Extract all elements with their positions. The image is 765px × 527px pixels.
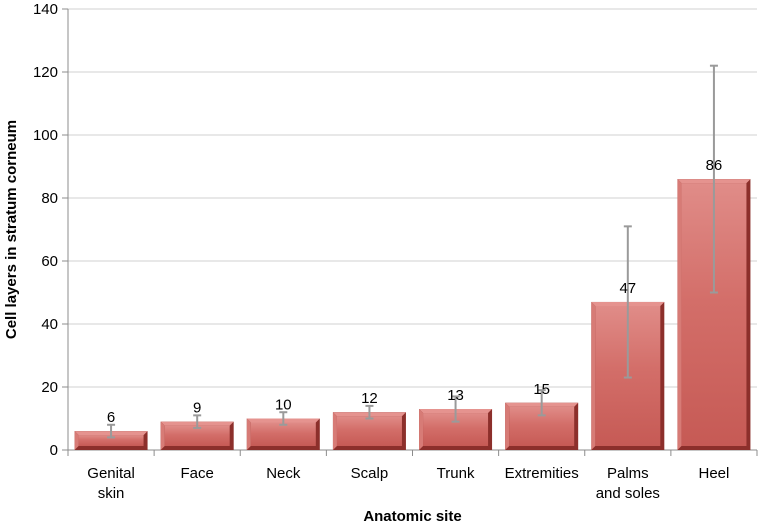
gridlines xyxy=(62,8,757,451)
error-bar xyxy=(709,64,718,294)
data-label: 86 xyxy=(706,157,723,174)
bar-face xyxy=(336,416,402,446)
x-tick-label: Palms and soles xyxy=(596,465,660,502)
error-bar xyxy=(365,404,374,420)
y-tick-label: 0 xyxy=(50,442,58,459)
x-tick-label: Trunk xyxy=(437,465,475,482)
data-label: 12 xyxy=(361,390,378,407)
y-tick-label: 100 xyxy=(33,127,58,144)
data-label: 9 xyxy=(193,400,201,417)
bar-face xyxy=(78,435,144,446)
bar-bevel-left xyxy=(160,421,165,450)
bar-face xyxy=(250,422,316,446)
bar xyxy=(332,412,406,450)
bar-bevel-left xyxy=(419,409,424,450)
bar-bevel-left xyxy=(74,431,79,450)
y-axis-title: Cell layers in stratum corneum xyxy=(3,120,20,339)
y-tick-label: 20 xyxy=(41,379,58,396)
error-bars xyxy=(107,64,718,439)
data-label: 47 xyxy=(619,280,636,297)
bar-bevel-left xyxy=(677,179,682,450)
bar-bevel-left xyxy=(332,412,337,450)
bar-bevel-left xyxy=(591,301,596,450)
data-label: 15 xyxy=(533,381,550,398)
y-tick-label: 80 xyxy=(41,190,58,207)
error-bar xyxy=(193,414,202,429)
x-tick-label: Face xyxy=(181,465,214,482)
bar-bevel-left xyxy=(246,418,251,450)
bar-face xyxy=(164,425,230,446)
y-tick-label: 40 xyxy=(41,316,58,333)
bars xyxy=(74,179,751,450)
error-bar xyxy=(537,389,546,417)
data-label: 13 xyxy=(447,387,464,404)
x-tick-label: Heel xyxy=(699,465,730,482)
data-labels: 6 9 10 12 13 15 47 86 xyxy=(107,157,722,426)
tick-labels: 0 20 40 60 80 100 120 140 Genital skin Face Neck Sca… xyxy=(33,1,729,502)
x-tick-label: Neck xyxy=(266,465,301,482)
error-bar xyxy=(279,411,288,426)
error-bar xyxy=(451,395,460,423)
data-label: 10 xyxy=(275,397,292,414)
y-tick-label: 120 xyxy=(33,64,58,81)
bar xyxy=(246,418,320,450)
data-label: 6 xyxy=(107,409,115,426)
x-axis-title: Anatomic site xyxy=(363,508,461,525)
x-tick-label: Genital skin xyxy=(87,465,135,502)
bar-bevel-left xyxy=(505,402,510,450)
error-bar xyxy=(623,225,632,379)
x-tick-label: Scalp xyxy=(351,465,389,482)
y-tick-label: 60 xyxy=(41,253,58,270)
y-tick-label: 140 xyxy=(33,1,58,18)
x-tick-label: Extremities xyxy=(505,465,579,482)
bar xyxy=(419,409,493,450)
error-bar xyxy=(107,423,116,439)
bar xyxy=(74,431,148,450)
